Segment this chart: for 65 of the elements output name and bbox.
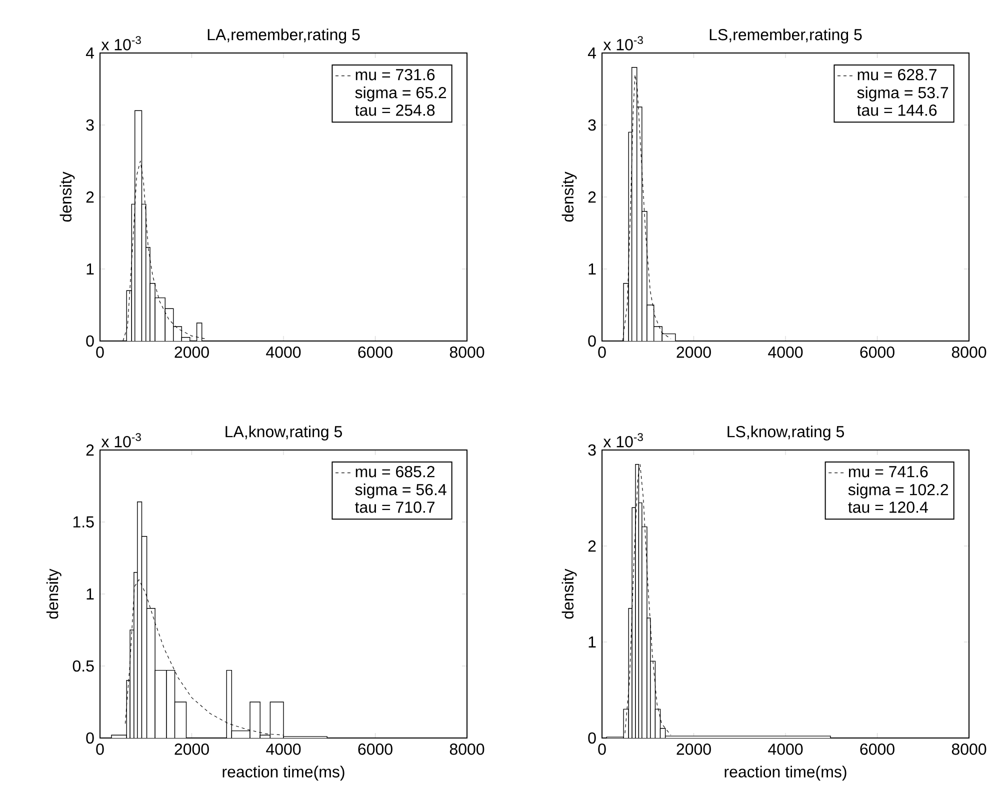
y-tick-label: 4 (86, 47, 94, 58)
legend-label: mu = 685.2 (356, 466, 434, 478)
x-tick-label: 4000 (768, 744, 803, 755)
x-tick-label: 0 (598, 744, 606, 755)
text: x 10$^{-3}$ (101, 433, 141, 448)
y-axis-title: density (562, 172, 577, 222)
x-tick-label: 8000 (952, 346, 986, 358)
annotation: sigma = 102.2 (848, 484, 948, 498)
y-tick-label: 3 (86, 119, 94, 131)
y-tick-label: 3 (588, 119, 596, 131)
text: x 10$^{-3}$ (603, 433, 643, 448)
chart-title: LA,know,rating 5 (226, 426, 342, 440)
x-tick-label: 8000 (450, 346, 484, 358)
x-tick-label: 0 (96, 346, 104, 358)
y-tick-label: 3 (588, 444, 596, 456)
x-tick-label: 2000 (676, 346, 711, 358)
x-axis-title: reaction time(ms) (724, 766, 846, 781)
chart-title: LS,remember,rating 5 (710, 28, 862, 44)
legend-label: mu = 741.6 (848, 466, 928, 478)
x-tick-label: 6000 (860, 744, 894, 755)
legend-label: mu = 731.6 (356, 69, 435, 80)
chart-title: LS,know,rating 5 (728, 426, 844, 440)
chart-title: LA,remember,rating 5 (208, 28, 360, 44)
y-tick-label: 1 (86, 263, 94, 274)
x-tick-label: 4000 (768, 346, 803, 358)
x-tick-label: 6000 (358, 744, 392, 755)
y-axis-title: density (562, 568, 577, 619)
y-axis-title: density (60, 172, 75, 222)
y-tick-label: 2 (588, 540, 596, 552)
annotation: tau = 710.7 (355, 502, 434, 513)
y-tick-label: 1.5 (73, 516, 94, 528)
x-tick-label: 8000 (952, 744, 986, 755)
x-tick-label: 4000 (266, 744, 301, 755)
x-tick-label: 4000 (266, 346, 301, 358)
text: x 10$^{-3}$ (603, 36, 643, 50)
y-tick-label: 2 (588, 191, 596, 203)
y-tick-label: 0 (588, 732, 596, 744)
x-axis-title: reaction time(ms) (222, 766, 344, 781)
x-tick-label: 2000 (174, 744, 209, 755)
x-tick-label: 0 (598, 346, 606, 358)
annotation: tau = 254.8 (355, 104, 435, 116)
y-tick-label: 4 (588, 47, 596, 58)
annotation: sigma = 56.4 (355, 484, 446, 498)
y-tick-label: 0.5 (72, 660, 94, 672)
y-tick-label: 0 (588, 335, 596, 347)
x-tick-label: 2000 (676, 744, 711, 755)
annotation: tau = 144.6 (857, 104, 937, 116)
y-tick-label: 2 (86, 191, 94, 203)
x-tick-label: 6000 (860, 346, 894, 358)
y-tick-label: 0 (86, 335, 94, 347)
y-tick-label: 1 (588, 636, 596, 648)
x-tick-label: 2000 (174, 346, 209, 358)
y-axis-title: density (46, 568, 62, 619)
x-tick-label: 8000 (450, 744, 484, 755)
annotation: tau = 120.4 (848, 502, 928, 513)
x-tick-label: 0 (96, 744, 104, 755)
annotation: sigma = 65.2 (355, 86, 446, 102)
y-tick-label: 1 (86, 588, 94, 600)
y-tick-label: 0 (86, 732, 94, 744)
y-tick-label: 1 (588, 263, 596, 274)
y-tick-label: 2 (86, 444, 94, 456)
annotation: sigma = 53.7 (857, 86, 948, 102)
legend-label: mu = 628.7 (858, 69, 936, 80)
text: x 10$^{-3}$ (101, 36, 141, 50)
x-tick-label: 6000 (358, 346, 392, 358)
